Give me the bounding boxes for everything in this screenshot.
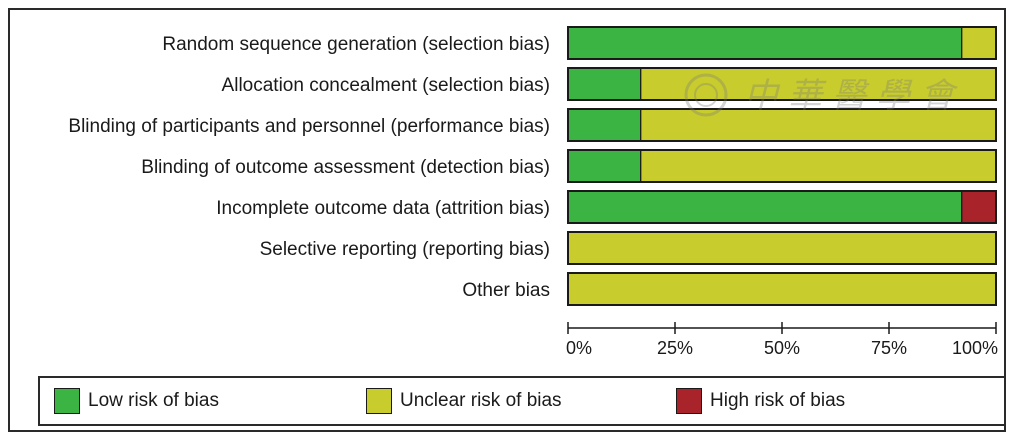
- category-label: Random sequence generation (selection bi…: [162, 34, 550, 55]
- bar-outline: [567, 108, 997, 142]
- legend-label-low: Low risk of bias: [88, 390, 219, 411]
- bar-segment-unclear: [640, 149, 997, 183]
- category-label: Incomplete outcome data (attrition bias): [216, 198, 550, 219]
- category-label: Blinding of outcome assessment (detectio…: [141, 157, 550, 178]
- x-tick-label: 25%: [657, 338, 693, 358]
- risk-of-bias-chart: Random sequence generation (selection bi…: [68, 26, 998, 358]
- x-tick-label: 100%: [952, 338, 998, 358]
- bar-segment-unclear: [567, 272, 997, 306]
- bar-segment-unclear: [961, 26, 997, 60]
- bar-segment-low: [567, 26, 963, 60]
- bar-outline: [567, 149, 997, 183]
- bar-outline: [567, 190, 997, 224]
- bar-outline: [567, 26, 997, 60]
- bar-segment-unclear: [640, 108, 997, 142]
- bar-outline: [567, 272, 997, 306]
- bar-segment-low: [567, 149, 642, 183]
- legend-swatch-low: [54, 388, 80, 414]
- category-labels: Random sequence generation (selection bi…: [68, 34, 550, 301]
- x-axis: 0% 25% 50% 75% 100%: [566, 322, 998, 358]
- category-label: Selective reporting (reporting bias): [260, 239, 550, 260]
- bar-segment-low: [567, 190, 963, 224]
- bar-outline: [567, 67, 997, 101]
- category-label: Other bias: [462, 280, 550, 301]
- bar-segment-high: [961, 190, 997, 224]
- legend-item-low: Low risk of bias: [54, 388, 219, 414]
- bars: [567, 26, 997, 306]
- legend-item-high: High risk of bias: [676, 388, 845, 414]
- bar-segment-low: [567, 67, 642, 101]
- category-label: Blinding of participants and personnel (…: [68, 116, 550, 137]
- bar-segment-unclear: [640, 67, 997, 101]
- legend-swatch-high: [676, 388, 702, 414]
- legend-swatch-unclear: [366, 388, 392, 414]
- legend-label-high: High risk of bias: [710, 390, 846, 411]
- x-tick-label: 75%: [871, 338, 907, 358]
- chart-frame: Random sequence generation (selection bi…: [8, 8, 1006, 432]
- bar-segment-unclear: [567, 231, 997, 265]
- legend: Low risk of bias Unclear risk of bias Hi…: [38, 376, 1006, 426]
- x-tick-label: 50%: [764, 338, 800, 358]
- category-label: Allocation concealment (selection bias): [222, 75, 550, 96]
- bar-segment-low: [567, 108, 642, 142]
- legend-label-unclear: Unclear risk of bias: [400, 390, 562, 411]
- bar-outline: [567, 231, 997, 265]
- x-tick-label: 0%: [566, 338, 592, 358]
- legend-item-unclear: Unclear risk of bias: [366, 388, 562, 414]
